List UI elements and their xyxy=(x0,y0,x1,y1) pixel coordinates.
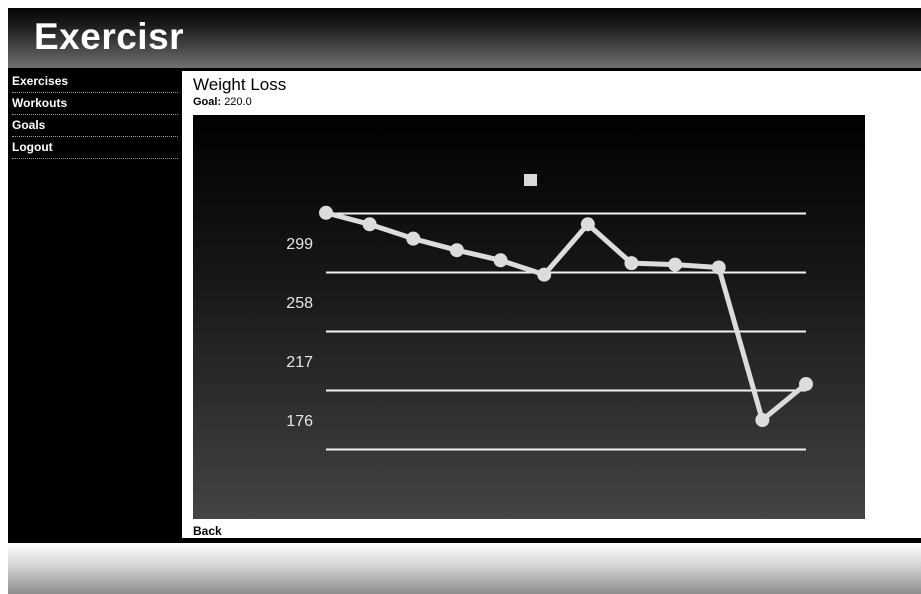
data-point xyxy=(624,256,639,271)
data-point xyxy=(406,231,421,246)
header-divider xyxy=(8,68,921,71)
y-tick-label: 299 xyxy=(286,236,313,253)
sidebar-item-logout[interactable]: Logout xyxy=(12,137,178,159)
data-point xyxy=(362,217,377,232)
data-point xyxy=(799,377,813,392)
page-title: Weight Loss xyxy=(193,75,287,94)
weight-chart: 299 258 217 176 xyxy=(193,115,865,519)
data-point xyxy=(580,217,595,232)
goal-value: 220.0 xyxy=(224,96,252,108)
data-point xyxy=(711,260,726,275)
sidebar-item-workouts[interactable]: Workouts xyxy=(12,93,178,115)
data-point xyxy=(319,205,333,220)
data-point xyxy=(755,413,770,427)
app-header: Exercisr xyxy=(8,8,921,68)
goal-line: Goal: 220.0 xyxy=(193,96,252,108)
sidebar-item-goals[interactable]: Goals xyxy=(12,115,178,137)
y-tick-label: 176 xyxy=(286,413,313,430)
footer-divider xyxy=(8,538,921,543)
app-title: Exercisr xyxy=(34,16,185,57)
data-point xyxy=(668,257,683,272)
sidebar-item-exercises[interactable]: Exercises xyxy=(12,71,178,93)
app-footer xyxy=(8,543,921,594)
sidebar: Exercises Workouts Goals Logout xyxy=(8,71,182,538)
weight-chart-svg: 299 258 217 176 xyxy=(286,174,813,451)
goal-label: Goal: xyxy=(193,96,222,108)
y-tick-label: 258 xyxy=(286,295,313,312)
series-line xyxy=(325,210,808,423)
legend-swatch xyxy=(524,174,537,186)
data-point xyxy=(537,267,552,282)
data-point xyxy=(493,253,508,268)
main-content: Weight Loss Goal: 220.0 299 258 217 176 Bac… xyxy=(182,71,921,538)
y-tick-label: 217 xyxy=(286,354,313,371)
back-link[interactable]: Back xyxy=(193,524,222,538)
data-point xyxy=(449,243,464,258)
